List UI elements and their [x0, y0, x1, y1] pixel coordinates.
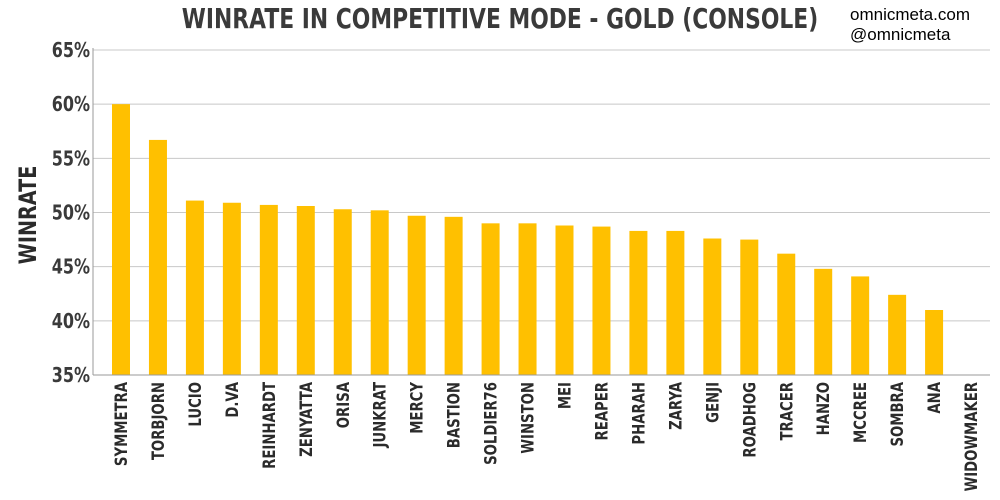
bar-reinhardt — [259, 204, 278, 375]
y-tick-label: 40% — [52, 310, 90, 333]
x-tick-label: SYMMETRA — [111, 382, 131, 466]
y-tick-label: 50% — [52, 202, 90, 225]
axes — [92, 48, 990, 376]
x-tick-label: REAPER — [592, 382, 612, 441]
bar-zenyatta — [296, 206, 315, 375]
watermark-site: omnicmeta.com — [850, 5, 970, 24]
bar-reaper — [592, 226, 611, 375]
bar-pharah — [629, 230, 648, 375]
bar-hanzo — [814, 268, 833, 375]
x-tick-label: BASTION — [444, 382, 464, 448]
y-tick-label: 65% — [52, 39, 90, 62]
x-tick-label: WIDOWMAKER — [961, 382, 981, 492]
bar-dva — [222, 202, 241, 375]
bar-mei — [555, 225, 574, 375]
x-tick-label: JUNKRAT — [370, 381, 390, 448]
x-tick-label: D.VA — [222, 382, 242, 418]
x-tick-label: MERCY — [407, 381, 427, 434]
bar-torbjorn — [148, 139, 167, 375]
x-tick-label: ZENYATTA — [296, 382, 316, 457]
bar-orisa — [333, 209, 352, 375]
watermark: omnicmeta.com @omnicmeta — [850, 5, 970, 45]
x-tick-label: SOLDIER76 — [481, 382, 501, 465]
bar-lucio — [185, 200, 204, 375]
bar-zarya — [666, 230, 685, 375]
x-tick-label: TRACER — [777, 382, 797, 441]
bar-soldier76 — [481, 223, 500, 375]
y-axis-title: WINRATE — [15, 166, 43, 265]
x-tick-label: ROADHOG — [740, 382, 760, 458]
bar-symmetra — [112, 104, 130, 376]
bar-winston — [518, 223, 537, 375]
gridlines — [93, 49, 990, 322]
bar-sombra — [888, 294, 907, 375]
x-tick-label: HANZO — [814, 382, 834, 435]
x-tick-label: WINSTON — [518, 382, 538, 454]
bar-mccree — [851, 276, 870, 375]
y-tick-label: 45% — [52, 256, 90, 279]
chart-title: WINRATE IN COMPETITIVE MODE - GOLD (CONS… — [181, 2, 819, 35]
bar-junkrat — [370, 210, 389, 375]
bar-tracer — [777, 253, 796, 375]
bar-genji — [703, 238, 722, 375]
y-tick-label: 60% — [52, 93, 90, 116]
x-tick-label: MCCREE — [851, 382, 871, 443]
x-tick-label: ANA — [924, 382, 944, 414]
bar-bastion — [444, 216, 463, 375]
bar-mercy — [407, 215, 426, 375]
x-tick-label: GENJI — [703, 382, 723, 423]
x-tick-label: SOMBRA — [888, 382, 908, 447]
y-tick-label: 35% — [52, 364, 90, 387]
y-tick-labels: 35% 40% 45% 50% 55% 60% 65% — [52, 39, 90, 387]
bar-ana — [925, 310, 944, 375]
x-tick-label: REINHARDT — [259, 381, 279, 468]
bars — [112, 104, 944, 376]
watermark-handle: @omnicmeta — [850, 25, 951, 44]
x-tick-label: TORBJORN — [148, 382, 168, 460]
x-tick-labels: SYMMETRA TORBJORN LUCIO D.VA REINHARDT ZENYAT… — [111, 381, 981, 491]
x-tick-label: MEI — [555, 382, 575, 409]
x-tick-label: ORISA — [333, 382, 353, 428]
x-tick-label: ZARYA — [666, 382, 686, 430]
y-tick-label: 55% — [52, 148, 90, 171]
x-tick-label: LUCIO — [185, 382, 205, 427]
x-tick-label: PHARAH — [629, 382, 649, 445]
bar-roadhog — [740, 239, 759, 375]
